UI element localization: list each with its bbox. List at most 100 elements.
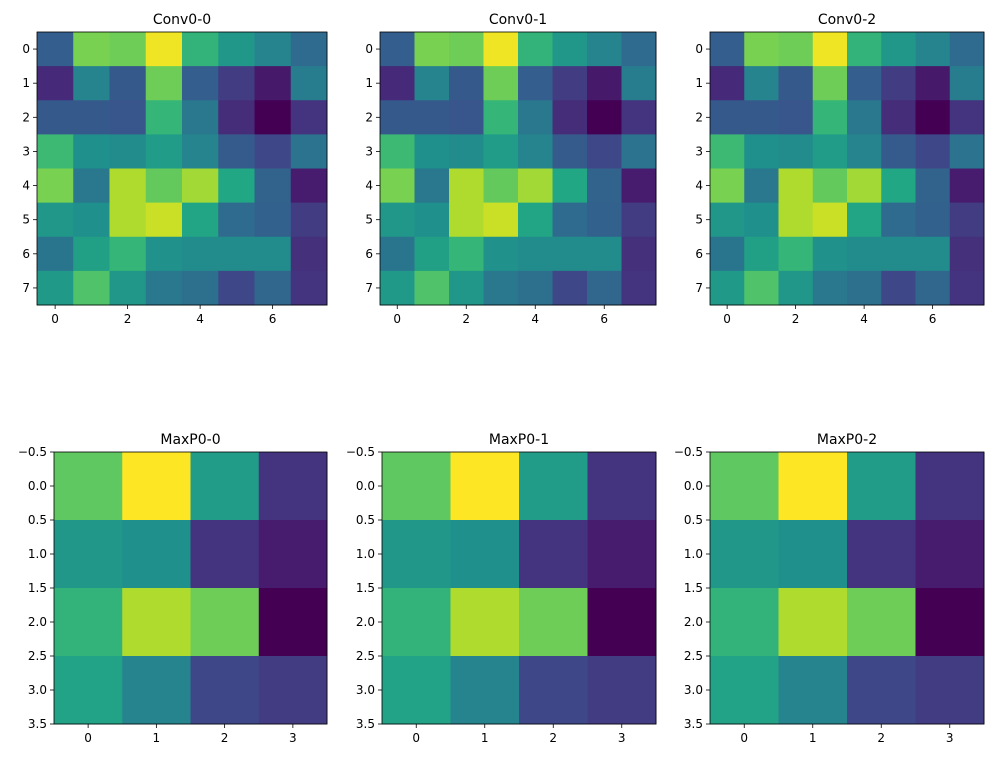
heatmap-cell [414,100,450,135]
heatmap-cell [710,134,745,170]
heatmap-cell [949,134,985,170]
y-tick-label: 3.5 [28,717,47,731]
heatmap-cell [552,202,588,238]
heatmap-cell [949,270,985,306]
y-tick-label: 2 [365,110,373,124]
heatmap-cell [915,270,951,306]
heatmap-cell [37,236,74,272]
heatmap-cell [450,520,520,589]
y-tick-label: 5 [365,213,373,227]
x-tick-label: 0 [412,731,420,745]
heatmap-cell [109,236,147,272]
panel-title: MaxP0-2 [817,432,877,448]
heatmap-cell [621,236,657,272]
x-tick-label: 4 [196,312,204,326]
x-tick-label: 4 [860,312,868,326]
heatmap-cell [483,202,519,238]
heatmap-cell [109,168,147,204]
heatmap-cell [518,32,553,67]
heatmap-cell [54,656,123,725]
heatmap-cell [145,270,183,306]
y-tick-label: 6 [22,247,30,261]
heatmap-cell [778,32,814,67]
y-tick-label: 1.0 [356,547,375,561]
heatmap-cell [380,202,415,238]
heatmap-cell [552,270,588,306]
heatmap-cell [812,66,848,101]
heatmap-cell [949,100,985,135]
heatmap-cell [182,66,219,101]
panel-title: MaxP0-1 [489,432,549,448]
heatmap-cell [190,452,260,521]
x-tick-label: 0 [51,312,59,326]
heatmap-cell [881,168,916,204]
y-tick-label: −0.5 [674,445,703,459]
heatmap-cell [812,168,848,204]
heatmap-cell [778,452,848,521]
heatmap-cell [37,202,74,238]
heatmap-cell [54,520,123,589]
heatmap-cell [949,66,985,101]
heatmap-cell [915,168,951,204]
heatmap-cell [254,32,292,67]
heatmap-cell [449,66,484,101]
heatmap-cell [587,588,657,657]
heatmap-cell [710,520,779,589]
y-tick-label: 1.5 [356,581,375,595]
heatmap-cell [847,100,882,135]
heatmap-cell [37,270,74,306]
heatmap-cell [518,66,553,101]
heatmap-cell [915,100,951,135]
panel-title: Conv0-1 [489,12,547,28]
heatmap-cell [552,236,588,272]
y-tick-label: 5 [695,213,703,227]
x-tick-label: 2 [549,731,557,745]
heatmap-cell [122,588,191,657]
heatmap-cell [518,236,553,272]
y-tick-label: 3.0 [356,683,375,697]
heatmap-cell [915,588,985,657]
heatmap-cell [915,66,951,101]
heatmap-cell [483,66,519,101]
heatmap-cell [182,236,219,272]
heatmap-cell [710,656,779,725]
heatmap-cell [450,656,520,725]
x-tick-label: 0 [723,312,731,326]
heatmap-cell [182,134,219,170]
panel-title: Conv0-2 [818,12,876,28]
heatmap-cell [949,168,985,204]
heatmap-cell [519,656,588,725]
heatmap-cell [290,236,328,272]
heatmap-cell [414,236,450,272]
y-tick-label: 0.0 [28,479,47,493]
heatmap-cell [145,32,183,67]
heatmap-cell [847,236,882,272]
heatmap-cell [519,588,588,657]
heatmap-cell [414,168,450,204]
heatmap-cell [778,236,814,272]
heatmap-cell [190,520,260,589]
y-tick-label: 2.5 [28,649,47,663]
heatmap-cell [621,66,657,101]
heatmap-cell [414,32,450,67]
heatmap-cell [380,32,415,67]
heatmap-cell [290,100,328,135]
x-tick-label: 1 [481,731,489,745]
heatmap-cell [190,588,260,657]
heatmap-cell [145,168,183,204]
x-tick-label: 1 [809,731,817,745]
heatmap-cell [382,588,451,657]
heatmap-cell [218,66,255,101]
x-tick-label: 4 [531,312,539,326]
y-tick-label: 1 [365,76,373,90]
heatmap-cell [881,66,916,101]
heatmap-cell [621,100,657,135]
y-tick-label: 1 [695,76,703,90]
heatmap-cell [915,202,951,238]
heatmap-cell [254,134,292,170]
heatmap-cell [519,452,588,521]
heatmap-panel-6: 0 1 2 3 −0.5 0.0 0.5 1.0 1.5 2.0 2.5 3.0 3.5 MaxP0-2 [674,432,985,745]
heatmap-cell [218,202,255,238]
heatmap-panel-1: 0 2 4 6 0 1 2 3 4 5 6 7 Conv0-0 [22,12,328,326]
heatmap-cell [73,134,110,170]
